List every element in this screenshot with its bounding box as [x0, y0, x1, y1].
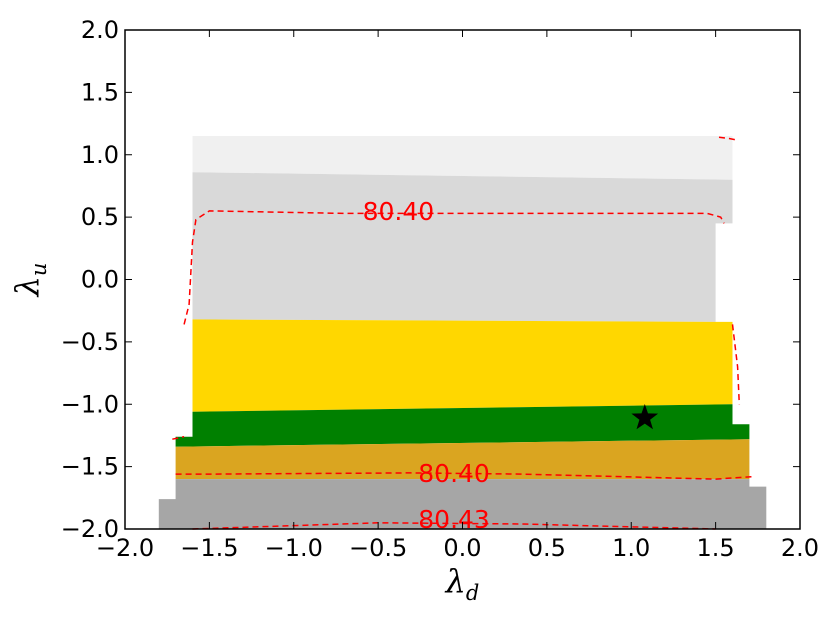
- chart-marker: [631, 404, 659, 430]
- y-axis-label-sub: u: [27, 263, 51, 277]
- x-tick-label: 0.5: [528, 534, 566, 562]
- x-tick-label: 2.0: [781, 534, 819, 562]
- region-1: [192, 172, 733, 322]
- contour-line-0: [183, 210, 725, 325]
- x-tick-label: −1.0: [265, 534, 323, 562]
- x-axis-label-sub: d: [466, 581, 479, 605]
- chart-regions: [158, 136, 767, 529]
- y-axis-label: λu: [8, 263, 51, 299]
- y-axis-label-main: λ: [8, 276, 46, 298]
- contour-label-4: 80.40: [418, 459, 490, 488]
- y-tick-label: −1.5: [61, 453, 119, 481]
- x-axis-label: λd: [444, 562, 480, 605]
- region-0: [192, 136, 733, 180]
- y-tick-label: 0.5: [81, 203, 119, 231]
- contour-line-4: [175, 472, 753, 480]
- y-tick-label: −2.0: [61, 515, 119, 543]
- y-tick-label: 0.0: [81, 266, 119, 294]
- y-tick-label: 1.0: [81, 141, 119, 169]
- y-tick-label: 2.0: [81, 16, 119, 44]
- contour-line-3: [172, 435, 185, 440]
- x-tick-label: 1.0: [612, 534, 650, 562]
- x-tick-label: −1.5: [180, 534, 238, 562]
- x-tick-label: 1.5: [697, 534, 735, 562]
- contour-line-5: [192, 522, 716, 530]
- x-tick-label: −0.5: [349, 534, 407, 562]
- x-tick-label: −2.0: [96, 534, 154, 562]
- region-4: [175, 439, 750, 480]
- contour-label-0: 80.40: [363, 197, 435, 226]
- y-tick-label: −1.0: [61, 390, 119, 418]
- region-5: [158, 479, 767, 529]
- star-marker: [631, 404, 659, 430]
- region-2: [192, 319, 733, 412]
- y-tick-label: −0.5: [61, 328, 119, 356]
- y-tick-label: 1.5: [81, 78, 119, 106]
- region-3: [175, 404, 750, 447]
- chart-ticks: −2.0 −1.5 −1.0 −0.5 0.0 0.5 1.0 1.5 2.0−2.0−1.5−…: [61, 16, 819, 562]
- contour-line-2: [731, 324, 741, 405]
- contour-line-1: [718, 136, 737, 141]
- x-tick-label: 0.0: [443, 534, 481, 562]
- x-axis-label-main: λ: [444, 562, 466, 600]
